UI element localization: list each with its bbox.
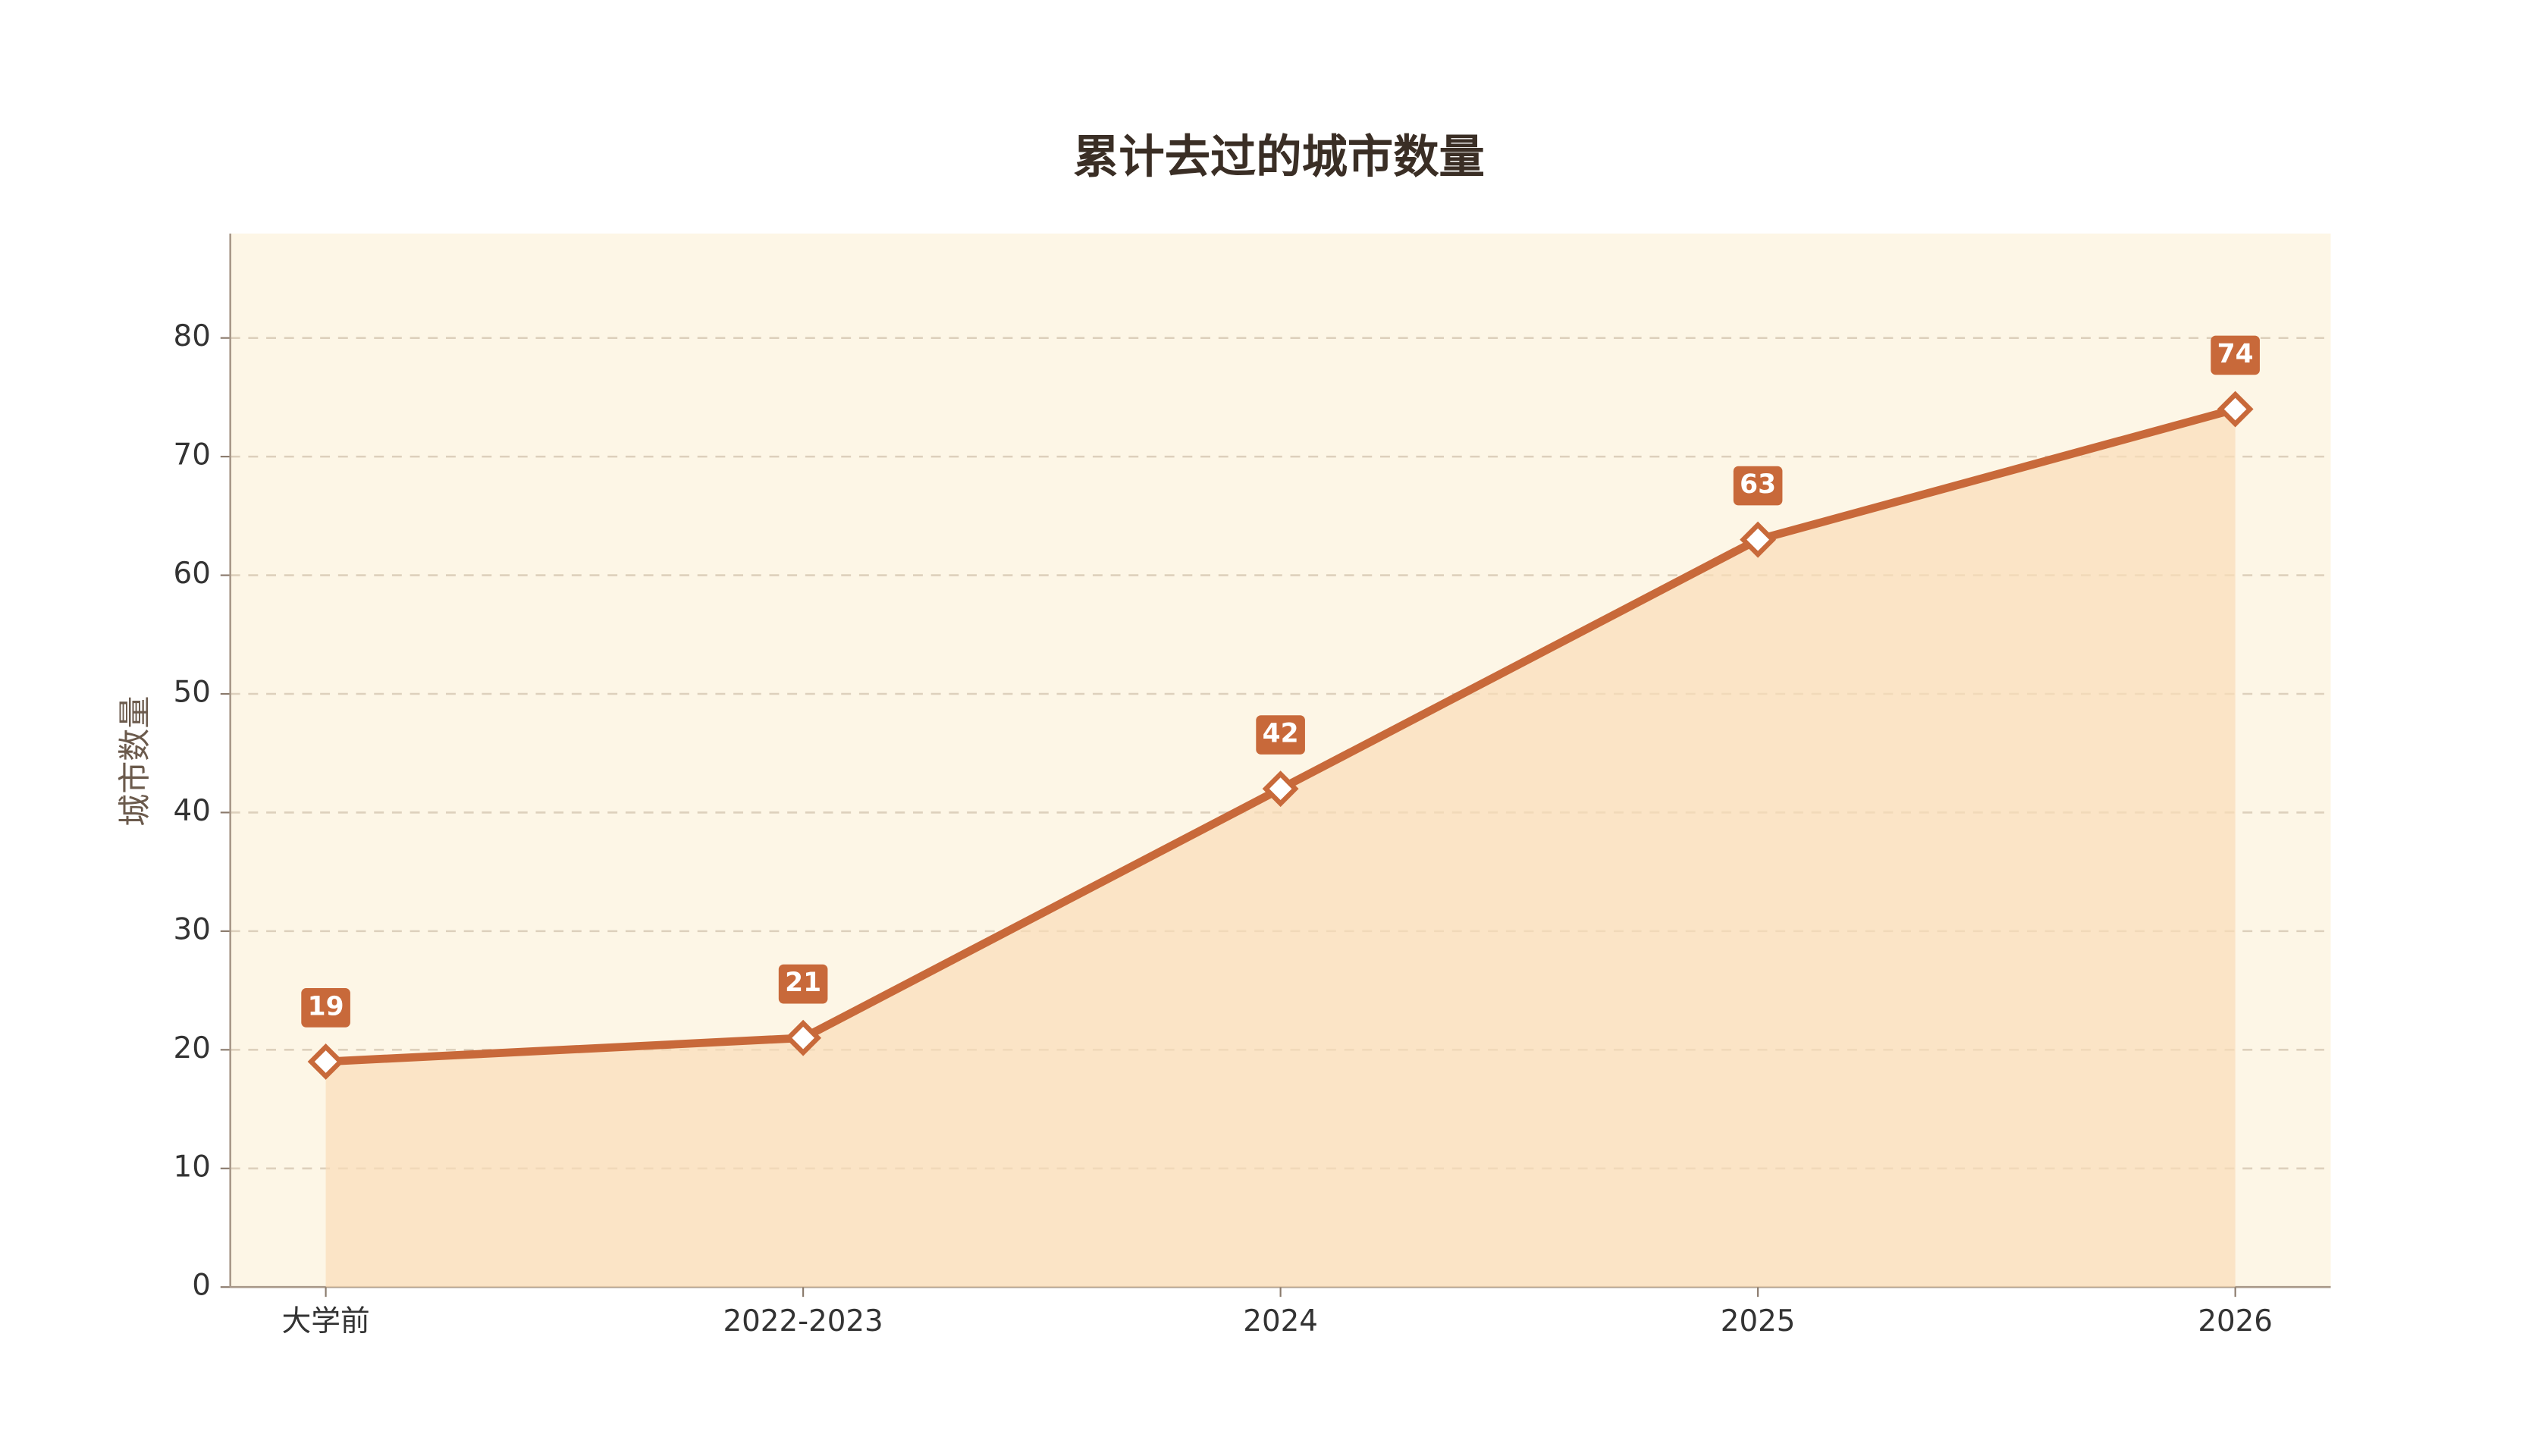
y-tick-label: 60	[174, 557, 211, 591]
y-axis-label: 城市数量	[116, 696, 154, 827]
y-tick-label: 50	[174, 676, 211, 710]
chart-title: 累计去过的城市数量	[1073, 131, 1485, 184]
y-tick-label: 40	[174, 794, 211, 828]
y-tick-label: 20	[174, 1031, 211, 1065]
x-tick-label: 2022-2023	[723, 1304, 883, 1338]
y-tick-label: 0	[192, 1269, 211, 1303]
data-label: 74	[2217, 339, 2254, 369]
data-label: 19	[308, 991, 344, 1021]
y-tick-label: 70	[174, 438, 211, 472]
label-box	[2211, 335, 2260, 375]
data-label: 21	[785, 968, 821, 998]
marker	[2217, 391, 2254, 428]
x-tick-label: 大学前	[281, 1304, 369, 1338]
marker	[307, 1043, 344, 1080]
x-tick-label: 2024	[1243, 1304, 1318, 1338]
marker	[1262, 770, 1299, 808]
area	[325, 409, 2236, 1288]
marker	[1740, 521, 1777, 558]
marker	[785, 1019, 822, 1056]
x-tick-label: 2026	[2198, 1304, 2273, 1338]
y-tick-label: 10	[174, 1150, 211, 1184]
label-box	[778, 964, 828, 1004]
label-box	[1733, 466, 1783, 506]
y-tick-label: 80	[174, 319, 211, 353]
data-label: 42	[1263, 719, 1299, 749]
data-label: 63	[1740, 469, 1776, 500]
label-box	[301, 988, 350, 1028]
label-box	[1256, 715, 1305, 755]
y-tick-label: 30	[174, 912, 211, 946]
x-tick-label: 2025	[1721, 1304, 1796, 1338]
